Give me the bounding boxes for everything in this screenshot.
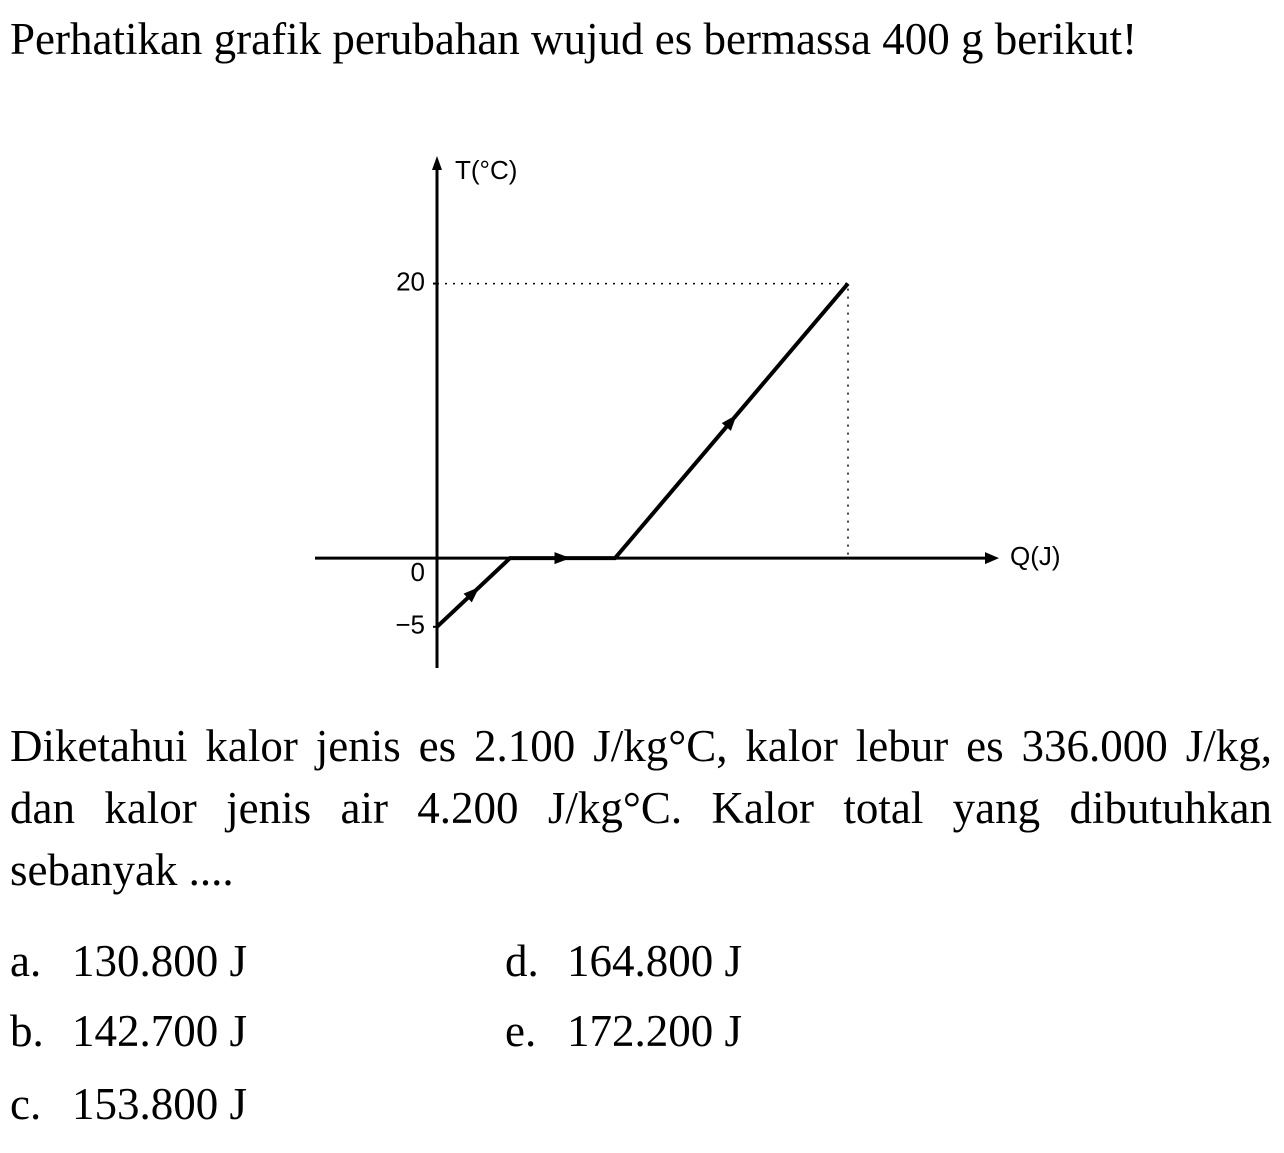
option: d. 164.800 J [505, 935, 742, 987]
option-text: 172.200 J [567, 1006, 743, 1056]
y-arrow [432, 156, 442, 170]
guide-line [437, 282, 849, 559]
y-tick-label: 0 [411, 557, 425, 587]
line [435, 282, 850, 629]
option-letter: e. [505, 1006, 537, 1056]
option-text: 153.800 J [72, 1079, 248, 1129]
y-axis-label: T(°C) [455, 155, 517, 185]
x-arrow [985, 552, 999, 565]
option-text: 130.800 J [72, 936, 248, 986]
x-axis-label: Q(J) [1010, 541, 1061, 571]
option-letter: b. [10, 1006, 44, 1056]
option-text: 164.800 J [567, 936, 743, 986]
given: Diketahui kalor jenis es 2.100 J/kg°C, k… [10, 721, 1272, 895]
y-tick-label: 20 [396, 266, 425, 296]
y-tick-label: −5 [395, 610, 425, 640]
graph: T(°C) Q(J) 20 0 −5 [315, 155, 1061, 668]
direction-arrow [463, 587, 480, 603]
option: e. 172.200 J [505, 1005, 742, 1057]
option-letter: a. [10, 936, 42, 986]
direction-arrow [554, 552, 571, 565]
intro: Perhatikan grafik perubahan wujud es ber… [10, 14, 1138, 64]
option: b. 142.700 J [10, 1005, 247, 1057]
option-letter: c. [10, 1079, 42, 1129]
option: c. 153.800 J [10, 1078, 247, 1130]
direction-arrow [721, 414, 737, 431]
option-text: 142.700 J [72, 1006, 248, 1056]
option: a. 130.800 J [10, 935, 247, 987]
option-letter: d. [505, 936, 539, 986]
